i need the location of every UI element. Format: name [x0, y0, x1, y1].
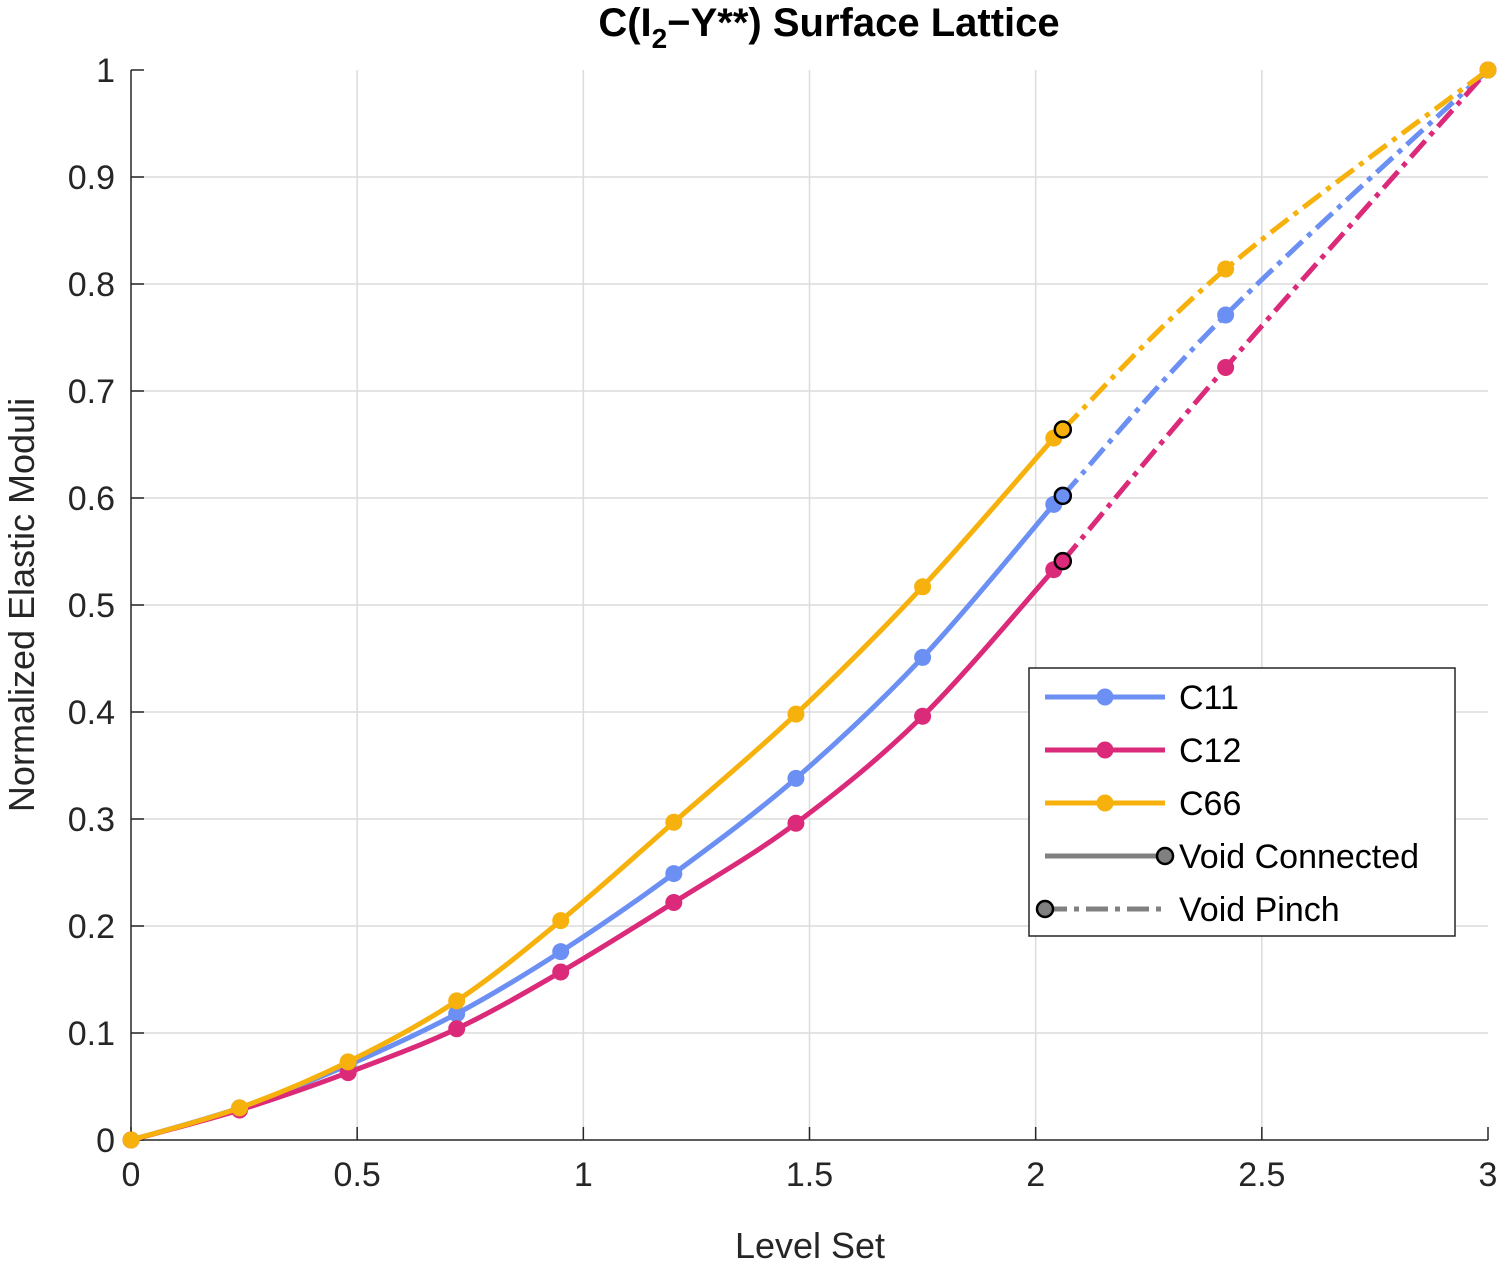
series-c12-pinch-start-point	[1053, 551, 1073, 571]
series-c66-point	[1479, 61, 1497, 79]
x-tick-label: 0	[122, 1156, 141, 1194]
series-c11-point	[1217, 306, 1235, 324]
y-tick-label: 0.1	[68, 1015, 115, 1053]
chart-title: C(I2−Y**) Surface Lattice	[598, 1, 1059, 54]
x-tick-label: 0.5	[334, 1156, 381, 1194]
y-tick-label: 0	[96, 1122, 115, 1160]
y-tick-label: 0.3	[68, 801, 115, 839]
y-tick-label: 0.9	[68, 159, 115, 197]
series-c66-point	[552, 912, 570, 930]
series-c12-connected-line	[130, 568, 1056, 1143]
y-tick-label: 0.5	[68, 587, 115, 625]
legend-label: Void Connected	[1179, 838, 1419, 876]
legend-label: C12	[1179, 732, 1241, 770]
series-c66-point	[122, 1131, 140, 1149]
chart-title-subscript: 2	[652, 23, 668, 54]
grid	[131, 70, 1488, 1140]
series-c12-point	[552, 963, 570, 981]
chart-title-main: C(I	[598, 1, 651, 45]
series-c11-pinch-start-point	[1053, 486, 1073, 506]
y-tick-label: 0.7	[68, 373, 115, 411]
series-c66-point	[787, 705, 805, 723]
series-c66-point	[665, 813, 683, 831]
legend-entry: Void Connected	[1045, 838, 1419, 876]
x-tick-label: 2	[1026, 1156, 1045, 1194]
legend-marker	[1155, 846, 1175, 866]
series-c66	[122, 61, 1497, 1149]
legend-label: C66	[1179, 785, 1241, 823]
legend-entry: C12	[1045, 732, 1241, 770]
series-c12-point	[1217, 358, 1235, 376]
x-axis-label: Level Set	[735, 1225, 885, 1264]
y-tick-label: 0.4	[68, 694, 115, 732]
series-c11-point	[787, 769, 805, 787]
legend: C11 C12 C66 Void Connected Void Pinch	[1028, 667, 1456, 937]
series-c12-point	[448, 1020, 466, 1038]
series	[122, 61, 1497, 1149]
y-tick-label: 0.6	[68, 480, 115, 518]
legend-marker	[1096, 741, 1114, 759]
series-c11-point	[448, 1005, 466, 1023]
y-tick-label: 0.8	[68, 266, 115, 304]
series-c11-point	[914, 648, 932, 666]
legend-entry: Void Pinch	[1035, 891, 1340, 929]
x-tick-label: 2.5	[1238, 1156, 1285, 1194]
legend-marker	[1035, 899, 1055, 919]
x-tick-label: 1.5	[786, 1156, 833, 1194]
legend-label: C11	[1179, 679, 1239, 717]
series-c66-point	[448, 992, 466, 1010]
series-c11-point	[552, 943, 570, 961]
series-c66-connected-line	[130, 436, 1056, 1143]
legend-label: Void Pinch	[1179, 891, 1340, 929]
series-c12-point	[665, 893, 683, 911]
series-c66-point	[914, 578, 932, 596]
series-c11-point	[665, 865, 683, 883]
series-c66-point	[231, 1099, 249, 1117]
legend-entry: C11	[1045, 679, 1239, 717]
legend-entry: C66	[1045, 785, 1241, 823]
series-c12-point	[787, 814, 805, 832]
y-axis-label: Normalized Elastic Moduli	[1, 398, 42, 812]
tick-labels: 0 0.5 1 1.5 2 2.5 3 0 0.1 0.2 0.3 0.4 0.5 0.6 0.7 0.8 0.…	[68, 52, 1498, 1194]
y-tick-label: 1	[96, 52, 115, 90]
x-tick-label: 1	[574, 1156, 593, 1194]
series-c12-point	[914, 707, 932, 725]
y-tick-label: 0.2	[68, 908, 115, 946]
legend-marker	[1096, 794, 1114, 812]
series-c66-point	[1217, 260, 1235, 278]
legend-marker	[1096, 688, 1114, 706]
series-c66-pinch-start-point	[1053, 420, 1073, 439]
chart-title-rest: −Y**) Surface Lattice	[667, 1, 1059, 45]
series-c66-point	[339, 1053, 357, 1071]
x-tick-label: 3	[1479, 1156, 1498, 1194]
